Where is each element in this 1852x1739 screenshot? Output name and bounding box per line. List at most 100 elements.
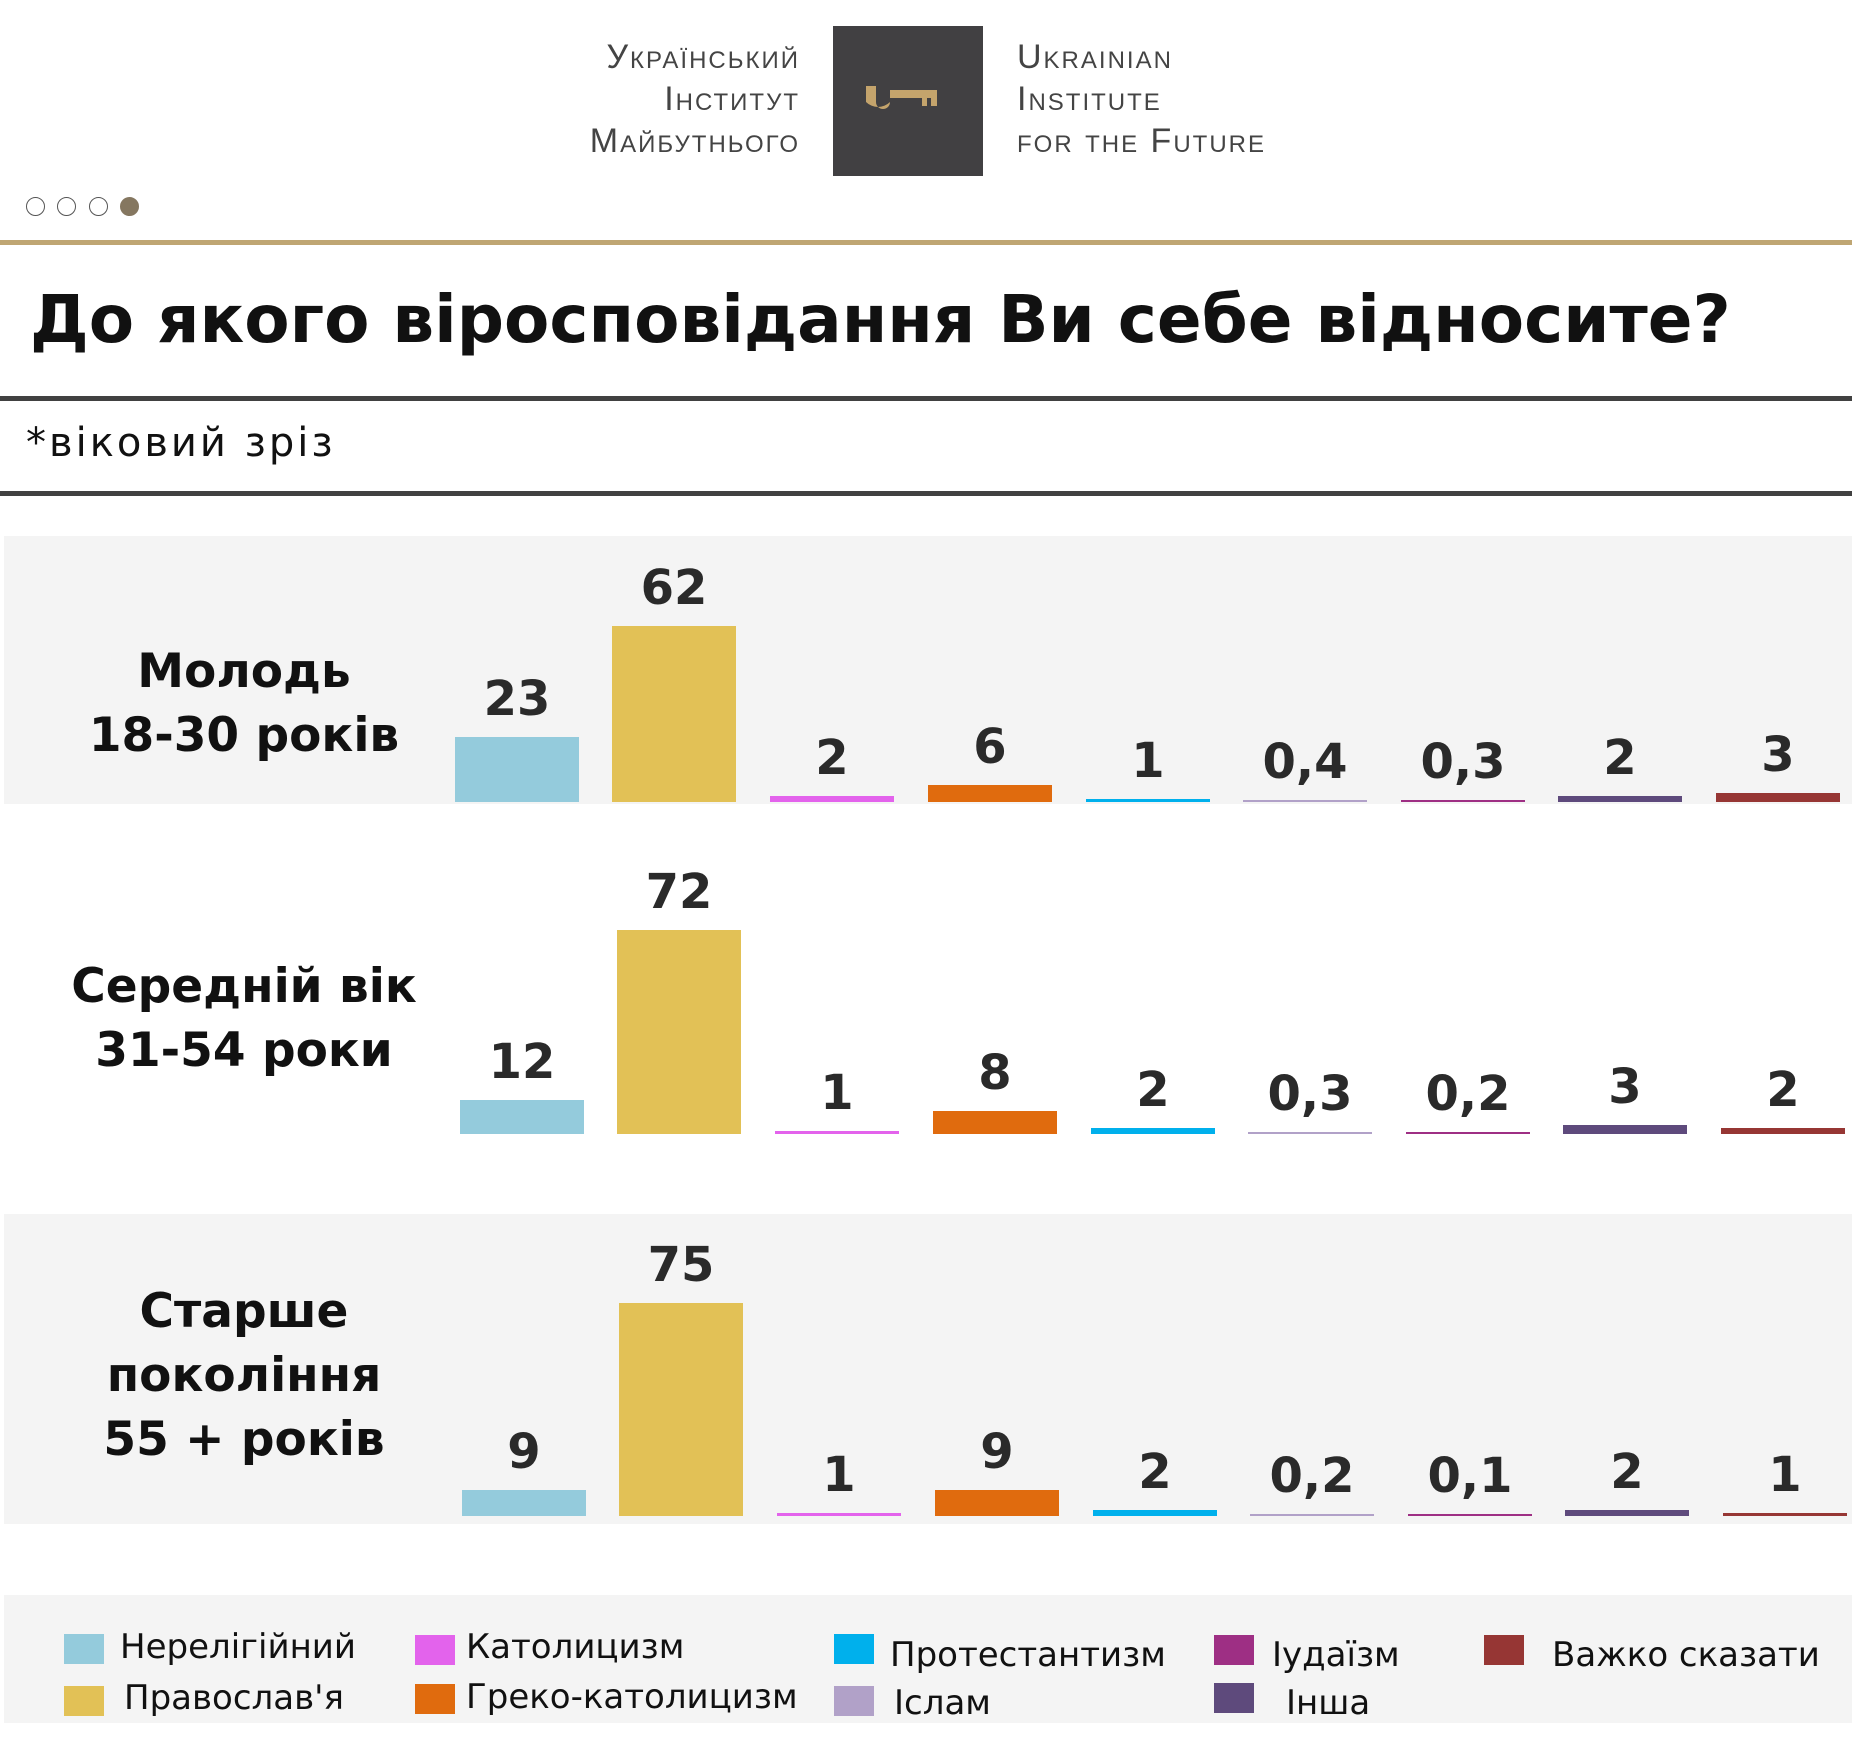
group-panel-older: Старше покоління 55 + років 9 75 1 9 2 0,2 0,1 2 1 [4,1214,1852,1524]
bar [1406,1132,1530,1134]
logo-ua-line-2: Інститут [664,80,800,118]
bar [935,1490,1059,1516]
subtitle: *віковий зріз [26,420,336,466]
group-label-line: 55 + років [103,1412,385,1467]
legend-label: Інша [1286,1683,1371,1723]
bar [1093,1510,1217,1516]
logo-english-text: Ukrainian Institute for the Future [1017,36,1266,162]
data-label: 3 [1761,727,1795,784]
bar [1563,1125,1687,1134]
bar [1723,1513,1847,1516]
bar [1558,796,1682,802]
legend-label: Іслам [894,1683,991,1723]
data-label: 1 [1768,1447,1802,1504]
group-label-line: Старше [139,1284,349,1339]
group-label: Старше покоління 55 + років [4,1280,484,1472]
bar [775,1131,899,1134]
logo-en-line-3: for the Future [1017,122,1266,160]
data-label: 2 [815,730,849,787]
logo-key-icon [833,26,983,176]
bar [617,929,741,1134]
legend-label: Нерелігійний [120,1627,356,1667]
subtitle-divider [0,491,1852,496]
data-label: 6 [973,718,1007,775]
data-label: 12 [488,1033,556,1090]
legend-label: Іудаїзм [1272,1635,1400,1675]
bar [612,625,736,802]
data-label: 23 [483,670,551,727]
bar [770,796,894,802]
data-label: 1 [822,1447,856,1504]
page-dot-4-active[interactable] [120,197,139,216]
logo-ukrainian-text: Український Інститут Майбутнього [590,36,800,162]
data-label: 0,3 [1267,1066,1353,1122]
bar [928,784,1052,802]
legend-swatch [415,1635,455,1665]
group-label-line: Молодь [137,644,351,699]
page-dot-1[interactable] [26,197,45,216]
legend-swatch [415,1684,455,1714]
group-label: Середній вік 31-54 роки [4,955,484,1083]
data-label: 2 [1136,1062,1170,1119]
data-label: 75 [647,1237,715,1293]
data-label: 0,2 [1425,1066,1511,1122]
bar [1716,793,1840,802]
logo-ua-line-3: Майбутнього [589,122,800,160]
data-label: 2 [1610,1444,1644,1501]
legend-label: Православ'я [124,1678,344,1718]
bar [619,1303,743,1516]
data-label: 72 [645,863,713,920]
data-label: 62 [640,559,708,616]
legend-swatch [1214,1635,1254,1665]
legend-swatch [834,1686,874,1716]
bar [1565,1510,1689,1516]
data-label: 0,1 [1427,1448,1513,1504]
bar [1243,800,1367,802]
title-divider [0,396,1852,401]
bar [1401,800,1525,802]
legend-swatch [64,1634,104,1664]
legend-label: Важко сказати [1552,1635,1820,1675]
legend-swatch [834,1634,874,1664]
bar [460,1099,584,1134]
group-label-line: 31-54 роки [95,1023,393,1078]
data-label: 2 [1766,1062,1800,1119]
legend-swatch [1214,1683,1254,1713]
legend-swatch [1484,1635,1524,1665]
data-label: 0,2 [1269,1448,1355,1504]
data-label: 2 [1603,730,1637,787]
data-label: 0,4 [1262,734,1348,790]
bar [777,1513,901,1516]
gold-divider [0,240,1852,245]
legend-label: Католицизм [466,1627,685,1667]
data-label: 1 [820,1065,854,1122]
data-label: 9 [980,1424,1014,1481]
bar [1086,799,1210,802]
group-panel-youth: Молодь 18-30 років 23 62 2 6 1 0,4 0,3 2 3 [4,536,1852,804]
data-label: 9 [507,1424,541,1481]
page-dot-2[interactable] [57,197,76,216]
page-title: До якого віросповідання Ви себе відносит… [30,281,1731,358]
legend-label: Протестантизм [890,1635,1166,1675]
bar [933,1111,1057,1134]
page-dot-3[interactable] [89,197,108,216]
data-label: 8 [978,1045,1012,1102]
data-label: 0,3 [1420,734,1506,790]
legend-label: Греко-католицизм [466,1677,798,1717]
logo-en-line-2: Institute [1017,80,1162,118]
bar [455,736,579,802]
group-label-line: покоління [106,1348,382,1403]
bar [1408,1514,1532,1516]
data-label: 2 [1138,1444,1172,1501]
group-label: Молодь 18-30 років [4,640,484,768]
logo-en-line-1: Ukrainian [1017,38,1173,76]
data-label: 3 [1608,1059,1642,1116]
bar [1091,1128,1215,1134]
group-label-line: 18-30 років [88,708,400,763]
key-icon [866,86,937,109]
group-label-line: Середній вік [71,959,417,1014]
legend-swatch [64,1686,104,1716]
data-label: 1 [1131,733,1165,790]
bar [462,1490,586,1516]
logo-ua-line-1: Український [606,38,800,76]
